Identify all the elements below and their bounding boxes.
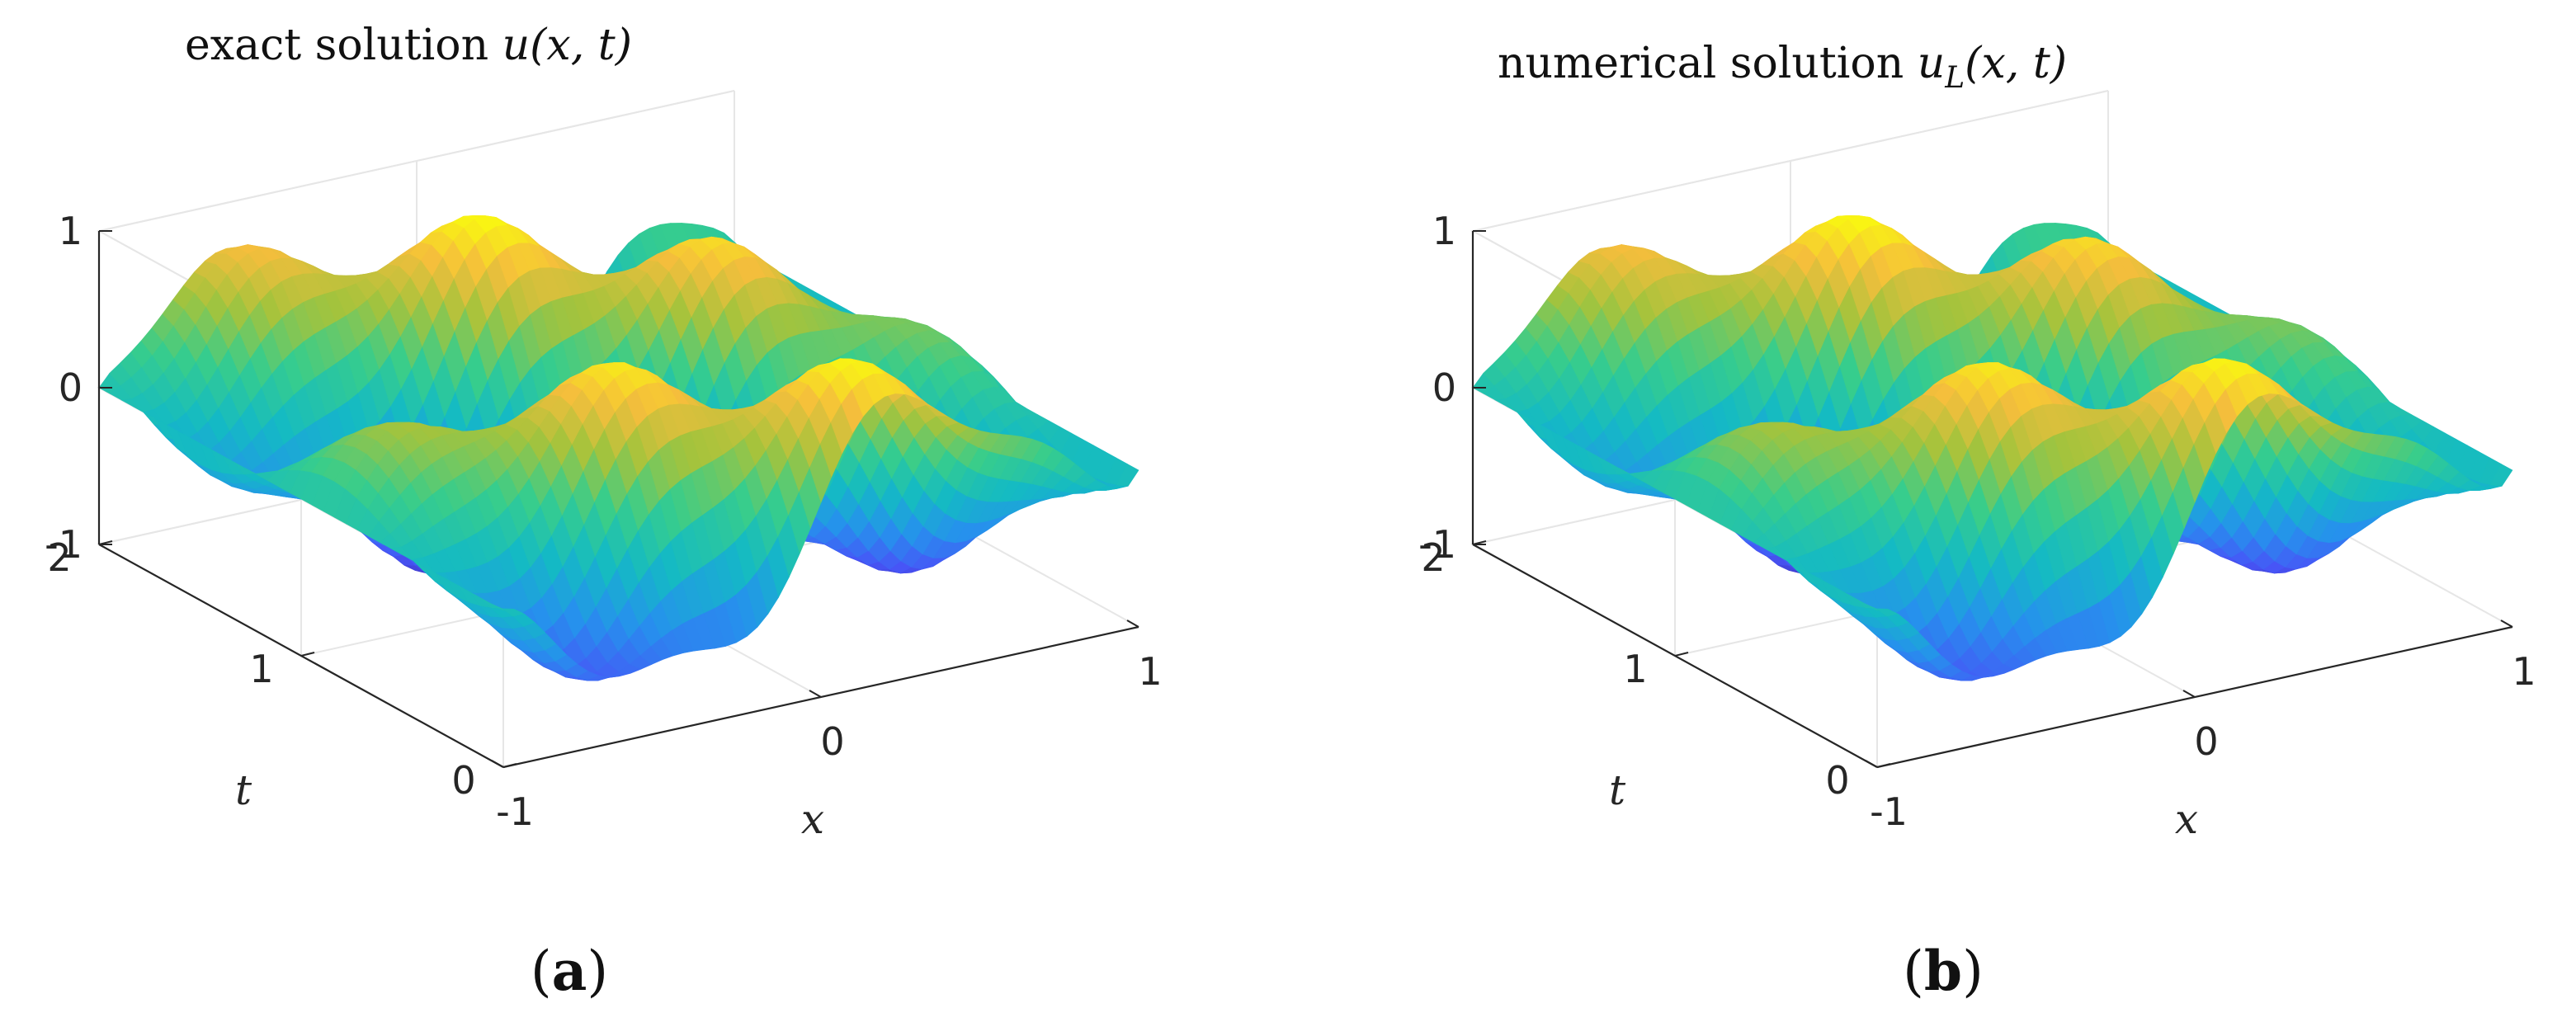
z-tick-label: -1 [1418, 522, 1456, 567]
title-subscript: L [1944, 61, 1965, 95]
panel-label-letter: a [552, 939, 587, 1003]
chart-title: exact solution u(x, t) [185, 21, 632, 70]
t-axis-label: t [1609, 766, 1626, 814]
t-tick-label: 2 [47, 535, 71, 580]
title-args: (x, t) [530, 21, 632, 70]
x-axis-label: x [2175, 795, 2198, 843]
x-tick [2500, 619, 2513, 628]
z-tick-label: 0 [1432, 365, 1456, 410]
t-axis-label: t [235, 766, 252, 814]
t-tick [1674, 652, 1689, 657]
panel-label-close: ) [1962, 940, 1984, 1003]
t-tick [502, 763, 517, 768]
x-tick [2182, 690, 2196, 698]
surface-patch [1116, 464, 1139, 487]
x-tick-label: -1 [1870, 789, 1908, 834]
x-tick-label: 0 [820, 719, 844, 764]
t-tick [1876, 763, 1891, 768]
x-tick [1865, 760, 1878, 768]
t-tick-label: 2 [1421, 535, 1445, 580]
x-axis-label: x [801, 795, 824, 843]
x-tick-label: 1 [2512, 649, 2536, 694]
panel-label-open: ( [1903, 940, 1924, 1003]
box-edge [1472, 90, 2109, 232]
box-edge [98, 90, 735, 232]
title-text: numerical solution [1498, 39, 1918, 88]
panel-label-open: ( [531, 940, 552, 1003]
surface [1472, 214, 2513, 681]
x-tick-label: 0 [2194, 719, 2218, 764]
chart-title: numerical solution uL(x, t) [1498, 39, 2067, 95]
panel-label-letter: b [1924, 939, 1962, 1003]
z-tick-label: -1 [45, 522, 83, 567]
panel-label: (a) [531, 939, 608, 1003]
t-tick-label: 0 [451, 758, 475, 803]
t-tick [300, 652, 315, 657]
surface [98, 214, 1139, 681]
t-tick-label: 1 [1623, 647, 1647, 691]
z-tick-label: 1 [59, 209, 83, 253]
x-tick [491, 760, 504, 768]
surface-patch [2490, 464, 2513, 487]
z-tick-label: 0 [59, 365, 83, 410]
x-tick-label: 1 [1138, 649, 1162, 694]
t-tick-label: 1 [249, 647, 273, 691]
title-symbol: u [1918, 39, 1946, 88]
x-tick [809, 690, 822, 698]
x-tick [1126, 619, 1139, 628]
panel-label: (b) [1903, 939, 1984, 1003]
z-tick-label: 1 [1432, 209, 1456, 253]
panel-label-close: ) [587, 940, 608, 1003]
x-tick-label: -1 [496, 789, 534, 834]
title-args: (x, t) [1965, 39, 2067, 88]
title-symbol: u [502, 21, 531, 70]
t-tick-label: 0 [1825, 758, 1849, 803]
title-text: exact solution [185, 21, 502, 70]
